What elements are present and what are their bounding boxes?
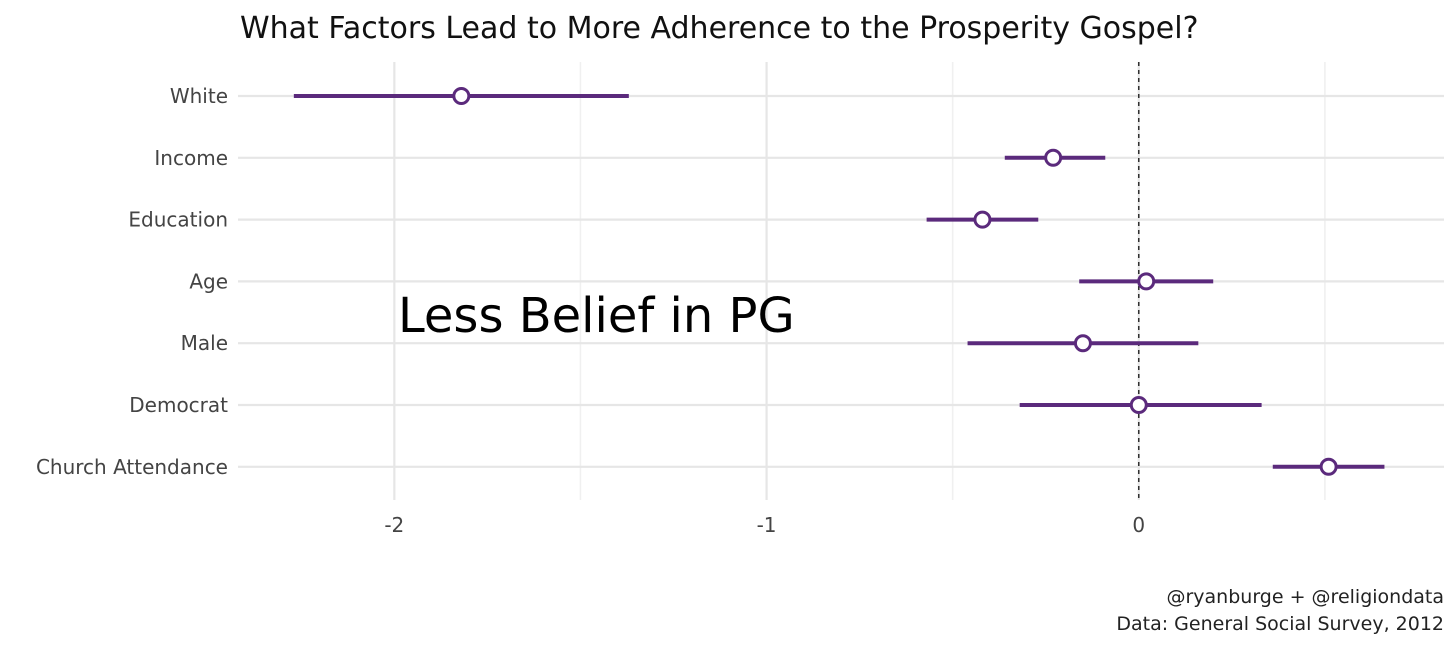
grid [238,62,1444,500]
caption-credit: @ryanburge + @religiondata [1166,586,1444,608]
x-tick-label: -1 [757,513,777,537]
point-estimate [1073,334,1092,353]
category-label: Income [154,146,228,170]
point-estimate [1319,457,1338,476]
category-label: Male [181,331,228,355]
point-estimate [1137,272,1156,291]
point-estimate [1129,396,1148,414]
category-label: Democrat [129,393,228,417]
point-estimate [1044,148,1063,167]
chart-title: What Factors Lead to More Adherence to t… [240,11,1199,46]
annotation-less-belief: Less Belief in PG [398,288,795,344]
point-estimate [973,210,992,229]
x-tick-labels: -2 -1 0 [384,513,1145,537]
category-label: Church Attendance [36,455,228,479]
point-estimate [452,87,471,105]
marks [293,87,1385,476]
category-label: Education [128,208,228,232]
category-label: Age [189,269,228,293]
x-tick-label: -2 [384,513,404,537]
caption-source: Data: General Social Survey, 2012 [1116,613,1444,635]
category-labels: White Income Education Age Male Democrat Churc… [36,84,228,479]
x-tick-label: 0 [1132,513,1145,537]
category-label: White [170,84,228,108]
